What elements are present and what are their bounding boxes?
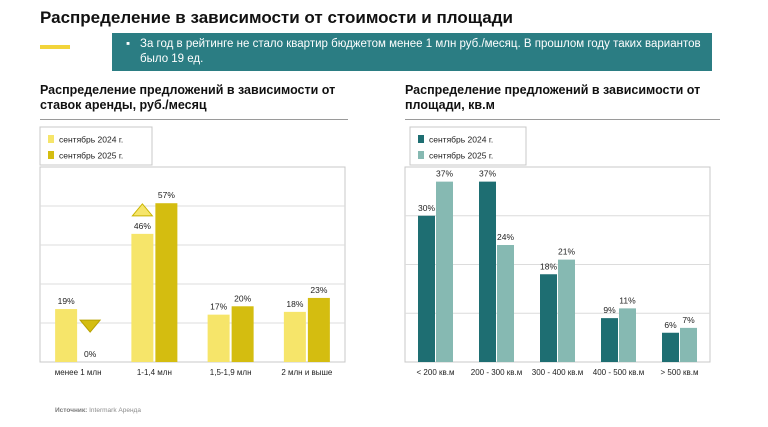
price-category-label-3: 2 млн и выше — [281, 368, 333, 377]
area-chart-title: Распределение предложений в зависимости … — [405, 83, 700, 113]
area-value-label-s2-2: 21% — [558, 247, 575, 257]
price-legend: сентябрь 2024 г. сентябрь 2025 г. — [39, 126, 153, 166]
area-bar-s2-2 — [558, 259, 575, 362]
area-bar-s1-0 — [418, 215, 435, 362]
area-value-label-s1-2: 18% — [540, 261, 557, 271]
price-legend-label-1: сентябрь 2024 г. — [59, 135, 123, 145]
area-bar-s2-1 — [497, 245, 514, 362]
price-value-label-s1-1: 46% — [134, 221, 151, 231]
area-legend-box — [409, 126, 527, 166]
area-value-label-s2-4: 7% — [682, 315, 695, 325]
price-bar-s1-0 — [55, 309, 78, 362]
area-legend: сентябрь 2024 г. сентябрь 2025 г. — [409, 126, 527, 166]
price-legend-label-2: сентябрь 2025 г. — [59, 151, 123, 161]
area-value-label-s1-1: 37% — [479, 169, 496, 179]
area-legend-label-2: сентябрь 2025 г. — [429, 151, 493, 161]
price-legend-swatch-2 — [48, 151, 54, 159]
price-bar-s1-2 — [207, 314, 230, 362]
price-category-label-0: менее 1 млн — [55, 368, 102, 377]
area-legend-swatch-1 — [418, 135, 424, 143]
price-bar-s2-2 — [231, 306, 254, 362]
area-value-label-s1-3: 9% — [603, 305, 616, 315]
price-category-label-1: 1-1,4 млн — [137, 368, 172, 377]
area-bar-s2-0 — [436, 181, 453, 362]
area-chart-title-rule — [405, 119, 720, 120]
price-chart-title-rule — [40, 119, 348, 120]
info-banner: ▪ За год в рейтинге не стало квартир бюд… — [112, 33, 712, 71]
area-category-label-2: 300 - 400 кв.м — [532, 368, 584, 377]
bullet-icon: ▪ — [126, 38, 131, 50]
price-bar-s1-3 — [283, 311, 306, 362]
price-value-label-s1-2: 17% — [210, 302, 227, 312]
area-chart-title-line-2: площади, кв.м — [405, 98, 495, 112]
price-bar-s1-1 — [131, 233, 154, 362]
price-value-label-s2-2: 20% — [234, 293, 251, 303]
price-chart-title-line-1: Распределение предложений в зависимости … — [40, 83, 336, 97]
price-value-label-s1-0: 19% — [58, 296, 75, 306]
area-value-label-s2-3: 11% — [619, 295, 636, 305]
area-category-label-4: > 500 кв.м — [661, 368, 699, 377]
price-legend-swatch-1 — [48, 135, 54, 143]
price-category-label-2: 1,5-1,9 млн — [210, 368, 252, 377]
area-legend-label-1: сентябрь 2024 г. — [429, 135, 493, 145]
page-title: Распределение в зависимости от стоимости… — [40, 8, 513, 27]
area-bar-s1-1 — [479, 181, 496, 362]
price-value-label-s1-3: 18% — [286, 299, 303, 309]
area-category-label-1: 200 - 300 кв.м — [471, 368, 523, 377]
area-bar-s1-3 — [601, 318, 618, 362]
price-legend-box — [39, 126, 153, 166]
triangle-up-icon — [131, 203, 154, 217]
price-plot-frame — [39, 166, 346, 363]
area-chart-title-line-1: Распределение предложений в зависимости … — [405, 83, 701, 97]
area-category-label-3: 400 - 500 кв.м — [593, 368, 645, 377]
price-chart-title-line-2: ставок аренды, руб./месяц — [40, 98, 207, 112]
price-value-label-s2-3: 23% — [310, 285, 327, 295]
source-label: Источник: — [55, 407, 88, 414]
source-note: Источник: Intermark Аренда — [55, 407, 141, 414]
area-category-label-0: < 200 кв.м — [417, 368, 455, 377]
price-bar-s2-3 — [307, 297, 330, 362]
area-value-label-s2-1: 24% — [497, 232, 514, 242]
price-bar-s2-1 — [155, 203, 178, 362]
area-bar-s1-2 — [540, 274, 557, 362]
price-chart-title: Распределение предложений в зависимости … — [40, 83, 335, 113]
area-bar-s1-4 — [662, 332, 679, 362]
price-value-label-s2-1: 57% — [158, 190, 175, 200]
area-value-label-s1-4: 6% — [664, 320, 677, 330]
area-value-label-s2-0: 37% — [436, 169, 453, 179]
area-legend-swatch-2 — [418, 151, 424, 159]
area-bar-s2-3 — [619, 308, 636, 362]
area-value-label-s1-0: 30% — [418, 203, 435, 213]
area-bar-s2-4 — [680, 327, 697, 362]
source-value: Intermark Аренда — [89, 407, 141, 414]
banner-text: За год в рейтинге не стало квартир бюдже… — [140, 38, 701, 65]
price-value-label-s2-0: 0% — [84, 349, 97, 359]
triangle-down-icon — [79, 319, 102, 333]
accent-line — [40, 45, 70, 49]
